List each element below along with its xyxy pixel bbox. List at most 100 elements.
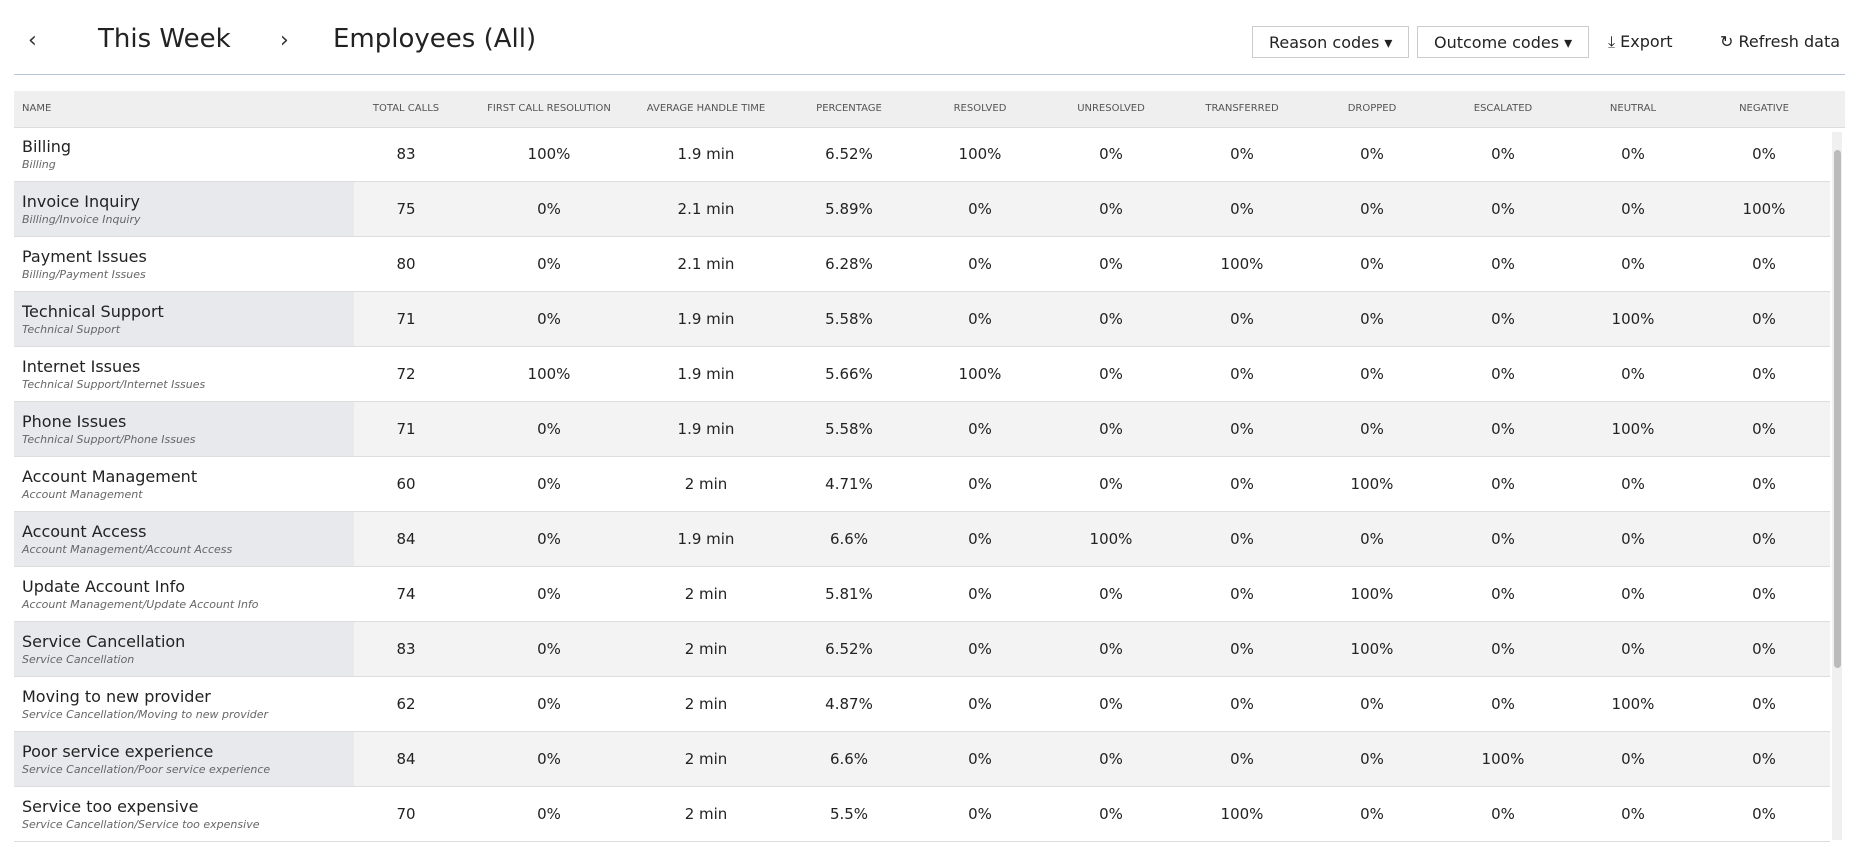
cell: 0% [1621, 365, 1645, 383]
table-row: Moving to new provider Service Cancellati… [14, 677, 1830, 732]
row-name: Service too expensive [22, 797, 199, 816]
divider [14, 74, 1845, 75]
next-button[interactable]: › [280, 28, 289, 53]
cell: 0% [1752, 310, 1776, 328]
period: This Week [98, 24, 231, 54]
cell: 0% [968, 750, 992, 768]
cell: 0% [537, 255, 561, 273]
table-row: Account Management Account Management 60 0%… [14, 457, 1830, 512]
cell: 0% [1491, 145, 1515, 163]
cell: 84 [396, 530, 416, 548]
cell: 2 min [684, 695, 728, 713]
scrollbar-thumb[interactable] [1834, 150, 1841, 668]
column-header: ESCALATED [1473, 103, 1533, 114]
cell: 2.1 min [677, 200, 735, 218]
cell: 0% [1360, 145, 1384, 163]
cell: 83 [396, 145, 416, 163]
export-button[interactable]: ⤓ Export [1608, 32, 1673, 51]
prev-button[interactable]: ‹ [28, 28, 37, 53]
name-cell: Invoice Inquiry Billing/Invoice Inquiry [14, 182, 354, 236]
cell: 100% [527, 365, 571, 383]
cell: 0% [1752, 585, 1776, 603]
cell: 0% [1491, 365, 1515, 383]
table-row: Invoice Inquiry Billing/Invoice Inquiry 75… [14, 182, 1830, 237]
cell: 0% [1491, 530, 1515, 548]
cell: 0% [968, 530, 992, 548]
cell: 0% [1752, 640, 1776, 658]
cell: 6.6% [829, 530, 869, 548]
row-name: Billing [22, 137, 72, 156]
cell: 0% [1491, 695, 1515, 713]
cell: 0% [1230, 585, 1254, 603]
table-row: Billing Billing 83 100% 1.9 min 6.52% 100% 0% 0%… [14, 127, 1830, 182]
cell: 0% [968, 420, 992, 438]
cell: 6.52% [825, 145, 873, 163]
label: Outcome codes [1434, 33, 1560, 52]
cell: 4.87% [825, 695, 873, 713]
row-path: Technical Support [22, 323, 121, 336]
refresh-button[interactable]: ↻ Refresh data [1720, 32, 1841, 51]
row-path: Account Management/Account Access [22, 543, 233, 556]
column-header: TRANSFERRED [1205, 103, 1279, 114]
cell: 0% [1099, 255, 1123, 273]
cell: 100% [958, 365, 1002, 383]
cell: 71 [396, 310, 416, 328]
cell: 0% [1752, 475, 1776, 493]
cell: 6.6% [829, 750, 869, 768]
cell: 0% [537, 310, 561, 328]
cell: 0% [1099, 145, 1123, 163]
cell: 0% [1099, 805, 1123, 823]
cell: 100% [1611, 695, 1655, 713]
cell: 0% [1360, 695, 1384, 713]
column-header: PERCENTAGE [816, 103, 882, 114]
cell: 100% [1481, 750, 1525, 768]
cell: 0% [1099, 420, 1123, 438]
cell: 1.9 min [677, 365, 735, 383]
cell: 6.28% [825, 255, 873, 273]
cell: 80 [396, 255, 416, 273]
cell: 0% [537, 475, 561, 493]
table-row: Technical Support Technical Support 71 0% 1.… [14, 292, 1830, 347]
cell: 0% [537, 695, 561, 713]
cell: 0% [1621, 805, 1645, 823]
cell: 2 min [684, 640, 728, 658]
label: Export [1620, 32, 1673, 51]
cell: 1.9 min [677, 310, 735, 328]
column-header: RESOLVED [953, 103, 1007, 114]
cell: 0% [1360, 750, 1384, 768]
cell: 0% [1491, 805, 1515, 823]
cell: 0% [1491, 200, 1515, 218]
cell: 5.58% [825, 420, 873, 438]
cell: 0% [1360, 255, 1384, 273]
cell: 0% [1099, 695, 1123, 713]
outcome-dropdown[interactable]: Outcome codes ▾ [1417, 26, 1590, 58]
cell: 0% [1230, 365, 1254, 383]
cell: 0% [968, 475, 992, 493]
column-header: NEUTRAL [1609, 103, 1657, 114]
cell: 0% [1360, 420, 1384, 438]
cell: 75 [396, 200, 416, 218]
cell: 5.58% [825, 310, 873, 328]
label: Reason codes [1269, 33, 1380, 52]
cell: 74 [396, 585, 416, 603]
row-name: Update Account Info [22, 577, 185, 596]
row-path: Account Management [22, 488, 143, 501]
name-cell: Phone Issues Technical Support/Phone Issu… [14, 402, 354, 456]
cell: 0% [537, 420, 561, 438]
cell: 0% [1230, 530, 1254, 548]
cell: 2.1 min [677, 255, 735, 273]
cell: 0% [1099, 750, 1123, 768]
row-name: Account Access [22, 522, 147, 541]
cell: 0% [1360, 365, 1384, 383]
name-cell: Account Management Account Management [14, 457, 354, 511]
cell: 2 min [684, 805, 728, 823]
name-cell: Internet Issues Technical Support/Interne… [14, 347, 354, 401]
name-cell: Service Cancellation Service Cancellation [14, 622, 354, 676]
cell: 100% [1611, 420, 1655, 438]
cell: 2 min [684, 750, 728, 768]
cell: 0% [1099, 640, 1123, 658]
cell: 0% [1491, 255, 1515, 273]
cell: 100% [527, 145, 571, 163]
reason-dropdown[interactable]: Reason codes ▾ [1252, 26, 1410, 58]
cell: 100% [1350, 585, 1394, 603]
